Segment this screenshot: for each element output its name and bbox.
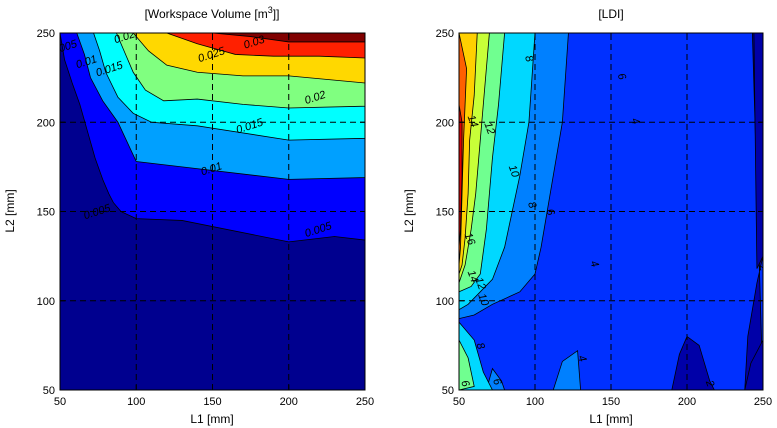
right-y-axis-label: L2 [mm] bbox=[402, 189, 416, 232]
wv-y-tick-label: 100 bbox=[37, 296, 55, 308]
ldi-contour-level-label: 8 bbox=[525, 200, 539, 211]
ldi-contour-level-label: 4 bbox=[575, 354, 588, 364]
wv-x-tick-label: 50 bbox=[54, 396, 66, 408]
ldi-contour-level-label: 8 bbox=[473, 341, 487, 352]
ldi-contour-level-label: 4 bbox=[587, 259, 600, 269]
wv-x-tick-label: 250 bbox=[356, 396, 374, 408]
left-y-axis-label: L2 [mm] bbox=[3, 189, 17, 232]
wv-y-tick-label: 250 bbox=[37, 28, 55, 40]
ldi-level-region bbox=[552, 349, 582, 390]
ldi-title: [LDI] bbox=[598, 7, 623, 21]
ldi-y-tick-label: 150 bbox=[436, 207, 454, 219]
ldi-x-tick-label: 150 bbox=[602, 396, 620, 408]
ldi-contour-level-label: 10 bbox=[506, 163, 522, 179]
wv-y-tick-label: 150 bbox=[37, 207, 55, 219]
ldi-contour-level-label: 8 bbox=[522, 54, 536, 65]
ldi-x-tick-label: 250 bbox=[754, 396, 772, 408]
ldi-contour-level-label: 6 bbox=[543, 207, 557, 218]
ldi-y-tick-label: 200 bbox=[436, 117, 454, 129]
ldi-level-region bbox=[671, 335, 715, 390]
wv-x-tick-label: 200 bbox=[280, 396, 298, 408]
ldi-contour-level-label: 6 bbox=[490, 377, 504, 388]
ldi-x-tick-label: 100 bbox=[526, 396, 544, 408]
workspace-volume-plot: 0.030.0250.020.0150.010.0050.0050.0150.0… bbox=[37, 28, 375, 408]
ldi-contour-level-label: 4 bbox=[628, 116, 641, 126]
ldi-contour-level-label: 16 bbox=[462, 231, 478, 247]
ldi-level-region bbox=[753, 33, 763, 269]
right-x-axis-label: L1 [mm] bbox=[589, 412, 632, 426]
ldi-y-tick-label: 100 bbox=[436, 296, 454, 308]
ldi-level-region bbox=[744, 339, 763, 390]
ldi-contour-level-label: 14 bbox=[465, 113, 480, 129]
ldi-x-tick-label: 50 bbox=[453, 396, 465, 408]
ldi-contour-level-label: 12 bbox=[472, 276, 487, 292]
wv-y-tick-label: 50 bbox=[43, 385, 55, 397]
ldi-contour-level-label: 6 bbox=[615, 72, 629, 83]
workspace-volume-title: [Workspace Volume [m3]] bbox=[145, 5, 280, 21]
ldi-x-tick-label: 200 bbox=[678, 396, 696, 408]
left-x-axis-label: L1 [mm] bbox=[190, 412, 233, 426]
ldi-level-region bbox=[485, 367, 506, 390]
ldi-level-region bbox=[459, 339, 475, 390]
ldi-y-tick-label: 50 bbox=[442, 385, 454, 397]
ldi-y-tick-label: 250 bbox=[436, 28, 454, 40]
ldi-contour-level-label: 2 bbox=[756, 262, 770, 273]
ldi-contour-level-label: 12 bbox=[481, 121, 496, 137]
ldi-contour-level-label: 6 bbox=[458, 379, 472, 390]
ldi-contour-level-label: 2 bbox=[703, 378, 717, 389]
wv-x-tick-label: 100 bbox=[127, 396, 145, 408]
wv-y-tick-label: 200 bbox=[37, 117, 55, 129]
ldi-contour-level-label: 14 bbox=[465, 269, 480, 285]
wv-x-tick-label: 150 bbox=[203, 396, 221, 408]
ldi-contour-level-label: 10 bbox=[475, 292, 491, 308]
